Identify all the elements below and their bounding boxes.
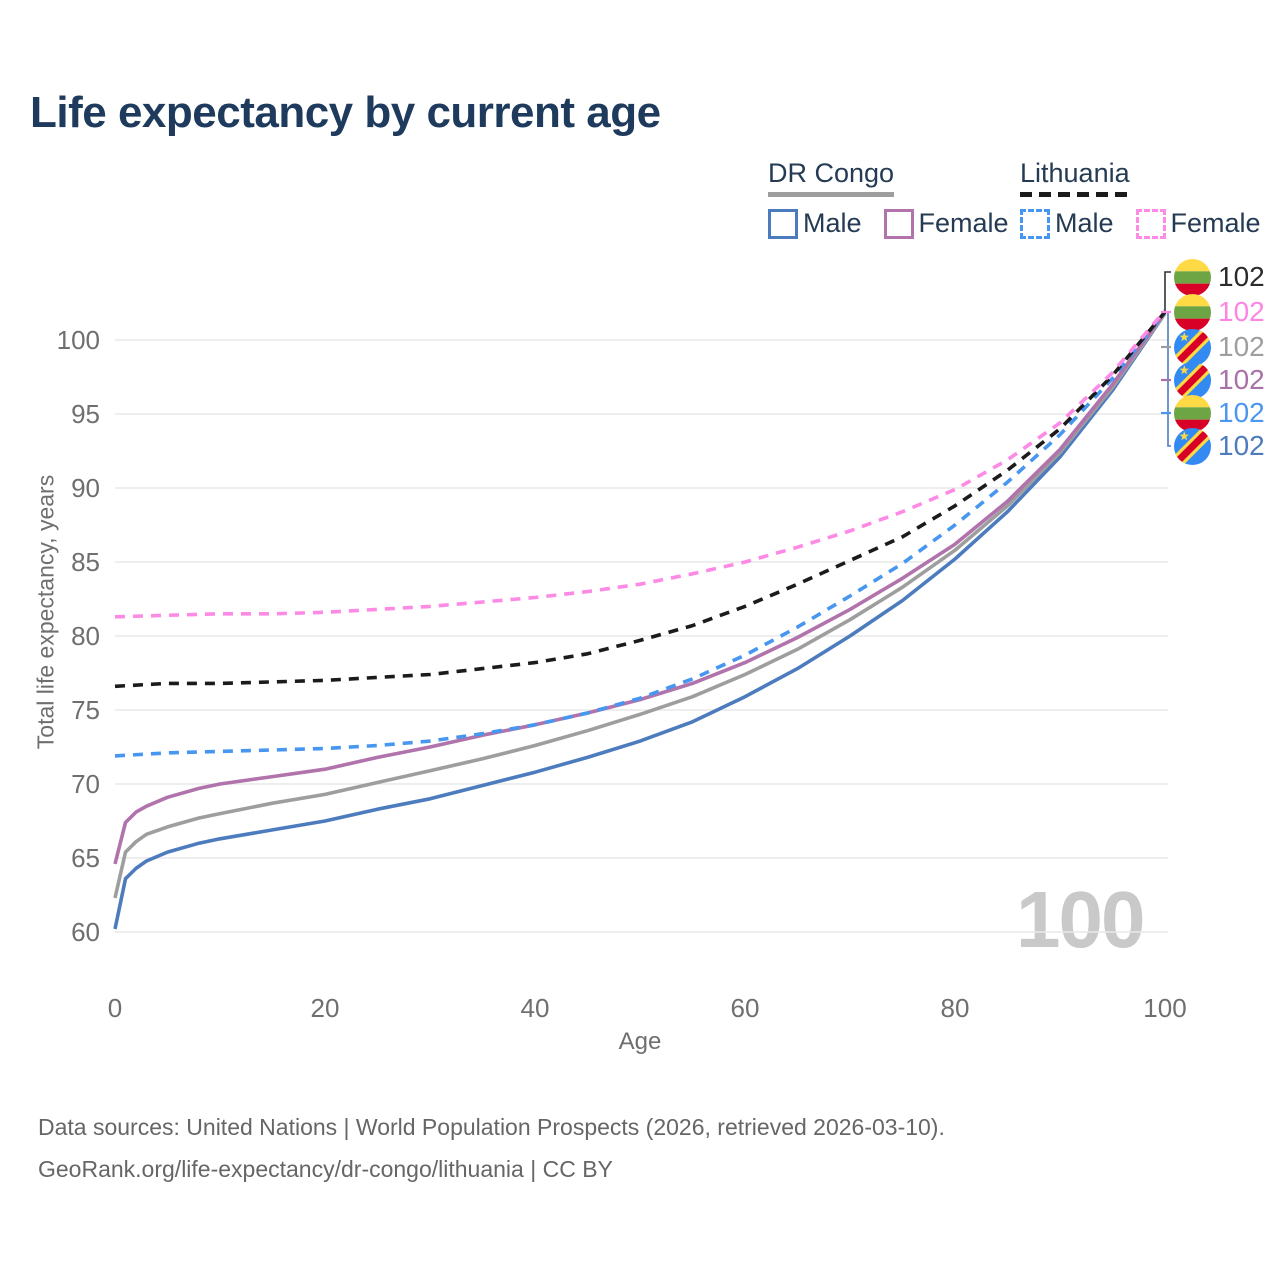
age-cursor-watermark: 100: [1016, 875, 1145, 964]
y-tick-label: 60: [71, 917, 100, 947]
series-end-value: 102: [1218, 364, 1265, 395]
x-tick-label: 20: [310, 993, 340, 1023]
series-line-drc-male: [113, 312, 1167, 930]
y-tick-label: 70: [71, 769, 100, 799]
legend-item-lt-male[interactable]: Male: [1020, 208, 1114, 239]
dr-congo-flag-icon: [1174, 361, 1211, 399]
lithuania-flag-icon: [1174, 293, 1211, 331]
legend-country-dr-congo: DR Congo: [768, 158, 895, 188]
series-line-lt-male: [114, 310, 1167, 758]
page-title: Life expectancy by current age: [30, 88, 661, 137]
legend-item-drc-male[interactable]: Male: [768, 208, 862, 239]
legend-group-lithuania: Lithuania Male Female: [1020, 158, 1261, 239]
y-tick-label: 80: [71, 621, 100, 651]
legend-item-lt-female[interactable]: Female: [1135, 208, 1261, 239]
x-tick-label: 100: [1143, 993, 1187, 1023]
legend-item-label: Female: [1170, 208, 1261, 238]
drc-male-swatch-icon: [768, 208, 798, 239]
leader-line-bracket: [1167, 313, 1171, 447]
legend-item-drc-female[interactable]: Female: [883, 208, 1009, 239]
series-end-value: 102: [1218, 397, 1265, 428]
legend-item-label: Male: [803, 208, 862, 238]
series-line-lt-total: [114, 310, 1167, 689]
x-tick-label: 60: [730, 993, 760, 1023]
x-tick-label: 40: [520, 993, 550, 1023]
y-tick-label: 95: [71, 399, 100, 429]
lithuania-flag-icon: [1174, 258, 1211, 296]
series-end-value: 102: [1218, 261, 1265, 292]
drc-female-swatch-icon: [883, 208, 914, 239]
series-line-drc-total: [113, 312, 1167, 899]
series-end-label-drc-female: 102: [1174, 361, 1265, 399]
footer-attribution-line: GeoRank.org/life-expectancy/dr-congo/lit…: [38, 1156, 613, 1182]
lithuania-flag-icon: [1174, 394, 1211, 432]
lt-male-swatch-icon: [1020, 208, 1050, 239]
legend-line-sample-dashed: [1020, 192, 1130, 197]
series-end-value: 102: [1218, 331, 1265, 362]
legend-group-dr-congo: DR Congo Male Female: [768, 158, 1009, 239]
legend-item-label: Male: [1055, 208, 1114, 238]
legend-country-lithuania: Lithuania: [1020, 158, 1130, 188]
x-axis-title: Age: [618, 1028, 662, 1055]
legend-item-label: Female: [918, 208, 1009, 238]
leader-line-top: [1164, 271, 1171, 311]
y-tick-label: 75: [71, 695, 100, 725]
dr-congo-flag-icon: [1174, 427, 1211, 465]
y-tick-label: 65: [71, 843, 100, 873]
footer-sources-line: Data sources: United Nations | World Pop…: [38, 1114, 945, 1140]
x-tick-label: 0: [107, 993, 123, 1023]
series-end-value: 102: [1218, 430, 1265, 461]
footer: Data sources: United Nations | World Pop…: [38, 1106, 945, 1190]
x-tick-label: 80: [940, 993, 970, 1023]
series-end-label-lt-female: 102: [1174, 293, 1265, 331]
series-end-value: 102: [1218, 296, 1265, 327]
series-line-lt-female: [114, 309, 1167, 619]
lt-female-swatch-icon: [1135, 208, 1166, 239]
series-end-label-drc-male: 102: [1174, 427, 1265, 465]
legend-line-sample-solid: [768, 192, 895, 197]
y-tick-label: 85: [71, 547, 100, 577]
dr-congo-flag-icon: [1174, 328, 1211, 366]
series-end-label-lt-total: 102: [1174, 258, 1265, 296]
series-end-label-lt-male: 102: [1174, 394, 1265, 432]
series-end-label-drc-total: 102: [1174, 328, 1265, 366]
y-tick-label: 90: [71, 473, 100, 503]
y-tick-label: 100: [56, 325, 100, 355]
series-line-drc-female: [113, 310, 1167, 865]
